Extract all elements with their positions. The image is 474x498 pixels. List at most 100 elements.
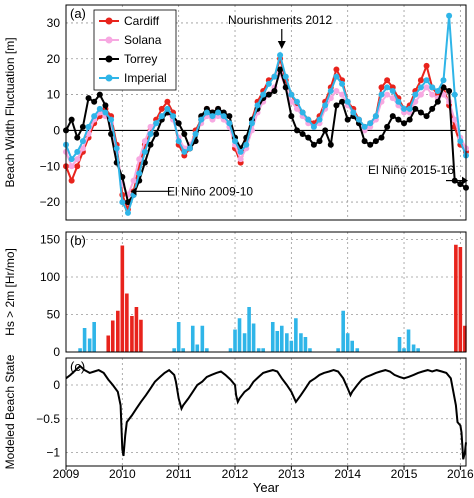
bar: [341, 310, 345, 352]
data-point: [361, 138, 368, 145]
year-axis: 2009 2010 2011 2012 2013 2014 2015 2016: [53, 466, 474, 481]
bar: [279, 325, 284, 352]
data-point: [457, 138, 464, 145]
y-tick-label: −1: [46, 446, 60, 460]
data-point: [237, 148, 244, 155]
data-point: [417, 109, 424, 116]
data-point: [147, 141, 154, 148]
x-tick-label: 2014: [334, 467, 361, 481]
data-point: [406, 116, 413, 123]
data-point: [158, 113, 165, 120]
data-point: [339, 80, 346, 87]
data-point: [451, 116, 458, 123]
data-point: [220, 113, 227, 120]
data-point: [282, 84, 289, 91]
data-point: [322, 102, 329, 109]
bar: [237, 318, 242, 352]
bar: [106, 335, 111, 352]
data-point: [79, 138, 86, 145]
bar: [92, 322, 96, 352]
y-axis-label: Beach Width Fluctuation [m]: [3, 37, 17, 187]
data-point: [68, 177, 75, 184]
data-point: [333, 102, 340, 109]
data-point: [446, 88, 453, 94]
data-point: [423, 77, 430, 84]
data-point: [355, 116, 362, 123]
data-point: [102, 109, 109, 116]
bar: [251, 323, 256, 352]
data-point: [79, 145, 86, 152]
data-point: [102, 102, 109, 109]
data-point: [164, 98, 171, 105]
bar: [416, 348, 420, 352]
data-point: [68, 116, 75, 123]
data-point: [406, 105, 413, 112]
data-point: [434, 88, 441, 94]
x-tick-label: 2013: [278, 467, 305, 481]
data-point: [226, 120, 233, 127]
legend-label: Cardiff: [124, 14, 160, 28]
data-point: [153, 120, 160, 127]
legend-swatch-marker: [105, 55, 113, 63]
data-point: [344, 98, 351, 105]
bar: [308, 348, 312, 352]
bar: [130, 316, 134, 352]
annotation-el-nino-2015: El Niño 2015-16: [368, 163, 454, 177]
data-point: [293, 127, 300, 134]
bar: [125, 293, 129, 352]
bar: [270, 322, 275, 352]
bar: [172, 348, 176, 352]
legend-swatch-marker: [105, 74, 113, 82]
annotation-el-nino-2009: El Niño 2009-10: [167, 184, 253, 198]
data-point: [378, 84, 385, 91]
bar: [228, 348, 233, 352]
data-point: [327, 141, 334, 148]
x-axis-label: Year: [253, 480, 280, 495]
data-point: [429, 91, 436, 98]
y-tick-label: 10: [47, 88, 61, 102]
annotation-nourishments: Nourishments 2012: [228, 13, 332, 27]
data-point: [265, 80, 272, 87]
bar: [87, 338, 92, 352]
data-point: [136, 170, 143, 177]
legend-label: Imperial: [124, 71, 167, 85]
y-tick-label: −20: [40, 195, 61, 209]
data-point: [389, 95, 396, 102]
data-point: [243, 141, 250, 148]
data-point: [429, 84, 436, 91]
data-point: [215, 109, 222, 116]
data-point: [254, 102, 261, 109]
panel-c: −1 −0.5 0 Modeled Beach State (c): [3, 354, 467, 469]
panel-a: −20 −10 0 10 20 30 Beach Width Fluctuation [m]…: [3, 4, 469, 221]
data-point: [310, 141, 317, 148]
x-tick-label: 2015: [391, 467, 418, 481]
data-point: [108, 131, 115, 137]
bar: [350, 340, 354, 352]
data-point: [288, 91, 295, 98]
data-point: [446, 12, 453, 19]
annotation-arrowhead: [462, 176, 468, 185]
data-point: [322, 127, 329, 134]
data-point: [333, 73, 340, 80]
data-point: [85, 123, 92, 130]
data-point: [85, 95, 92, 102]
data-point: [434, 98, 441, 105]
legend-swatch-marker: [105, 17, 113, 25]
data-point: [96, 105, 103, 112]
data-point: [170, 113, 177, 120]
data-point: [181, 131, 188, 137]
data-point: [372, 113, 379, 120]
y-tick-label: 0: [53, 345, 60, 359]
data-point: [429, 105, 436, 112]
bar: [303, 337, 308, 352]
data-point: [378, 134, 385, 141]
x-tick-label: 2009: [53, 467, 80, 481]
data-point: [367, 120, 374, 127]
data-point: [153, 131, 160, 137]
data-point: [423, 84, 430, 91]
bar: [233, 329, 237, 352]
data-point: [68, 156, 75, 163]
data-point: [333, 88, 340, 94]
data-point: [457, 181, 464, 188]
data-point: [124, 209, 131, 216]
